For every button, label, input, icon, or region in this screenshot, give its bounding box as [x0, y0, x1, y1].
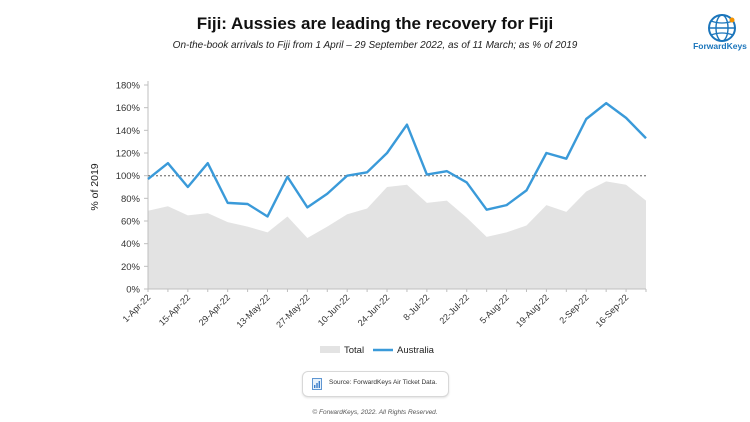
- x-tick-label: 27-May-22: [274, 292, 311, 329]
- x-tick-label: 24-Jun-22: [356, 292, 392, 328]
- legend-total-swatch: [320, 346, 340, 353]
- x-tick-label: 15-Apr-22: [157, 292, 192, 327]
- y-tick-label: 60%: [121, 217, 141, 228]
- document-chart-icon: [312, 378, 322, 390]
- y-tick-label: 160%: [116, 103, 141, 114]
- x-tick-label: 2-Sep-22: [557, 292, 590, 325]
- y-tick-label: 120%: [116, 149, 141, 160]
- legend-total-label: Total: [344, 345, 364, 356]
- y-tick-label: 80%: [121, 194, 141, 205]
- source-text: Source: ForwardKeys Air Ticket Data.: [329, 379, 438, 386]
- x-tick-label: 1-Apr-22: [121, 292, 153, 324]
- y-tick-label: 180%: [116, 81, 141, 92]
- x-tick-label: 29-Apr-22: [197, 292, 232, 327]
- y-tick-label: 40%: [121, 239, 141, 250]
- y-tick-label: 0%: [126, 285, 140, 296]
- x-tick-label: 19-Aug-22: [514, 292, 551, 329]
- logo-wordmark: ForwardKeys: [693, 41, 747, 51]
- x-tick-label: 5-Aug-22: [478, 292, 511, 325]
- x-tick-label: 8-Jul-22: [401, 292, 431, 322]
- y-tick-label: 100%: [116, 171, 141, 182]
- source-box: Source: ForwardKeys Air Ticket Data.: [302, 371, 449, 397]
- y-tick-label: 20%: [121, 262, 141, 273]
- x-tick-label: 22-Jul-22: [438, 292, 472, 326]
- copyright: © ForwardKeys, 2022. All Rights Reserved…: [312, 409, 438, 416]
- australia-line: [147, 101, 647, 218]
- forwardkeys-logo-icon: [708, 14, 736, 42]
- legend-australia-label: Australia: [397, 345, 435, 356]
- x-tick-label: 16-Sep-22: [594, 292, 631, 329]
- y-axis-title: % of 2019: [89, 163, 101, 210]
- chart-title: Fiji: Aussies are leading the recovery f…: [196, 14, 554, 33]
- x-tick-label: 13-May-22: [234, 292, 271, 329]
- chart-subtitle: On-the-book arrivals to Fiji from 1 Apri…: [172, 40, 578, 51]
- y-tick-label: 140%: [116, 126, 141, 137]
- total-area: [148, 181, 646, 289]
- x-tick-label: 10-Jun-22: [316, 292, 352, 328]
